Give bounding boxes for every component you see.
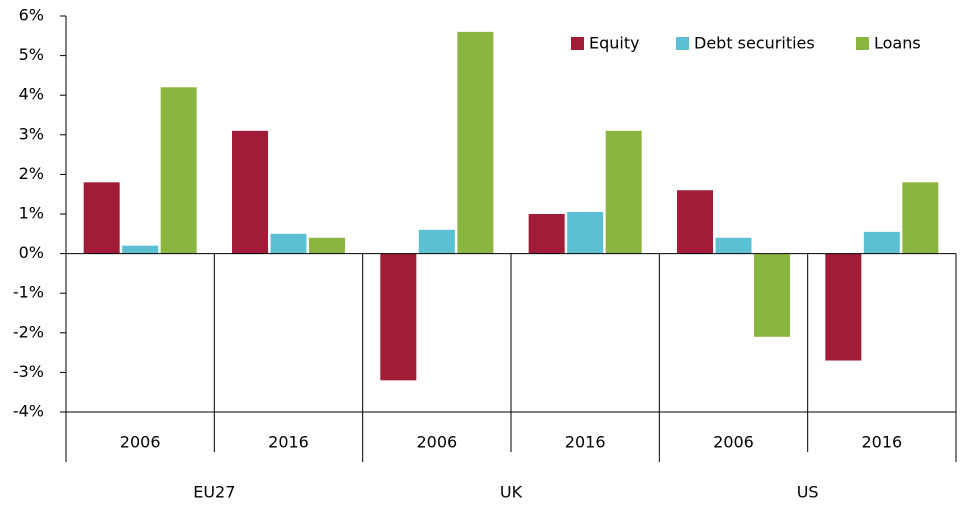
bar	[418, 229, 455, 254]
y-tick-label: 6%	[19, 6, 44, 25]
bar	[754, 253, 790, 337]
bar	[457, 31, 494, 254]
legend-label: Loans	[874, 34, 921, 53]
y-tick-label: -3%	[13, 362, 44, 381]
bar	[160, 87, 197, 254]
bar	[232, 130, 268, 254]
bar	[380, 253, 417, 381]
bar	[270, 233, 307, 254]
y-tick-label: -2%	[13, 322, 44, 341]
legend-label: Debt securities	[694, 34, 815, 53]
legend-swatch	[856, 37, 869, 50]
bar	[567, 212, 604, 254]
y-tick-label: -1%	[13, 283, 44, 302]
y-tick-label: 4%	[19, 85, 44, 104]
y-tick-label: 1%	[19, 204, 44, 223]
group-label: US	[797, 483, 819, 502]
legend-swatch	[571, 37, 584, 50]
x-tick-label: 2016	[565, 433, 606, 452]
bar	[863, 231, 900, 254]
y-tick-label: -4%	[13, 402, 44, 421]
y-tick-label: 0%	[19, 243, 44, 262]
y-tick-label: 5%	[19, 45, 44, 64]
bar	[902, 182, 939, 254]
y-tick-label: 3%	[19, 124, 44, 143]
bar	[309, 237, 345, 254]
x-tick-label: 2006	[416, 433, 457, 452]
y-tick-label: 2%	[19, 164, 44, 183]
x-tick-label: 2016	[268, 433, 309, 452]
bar	[528, 214, 565, 254]
legend-swatch	[676, 37, 689, 50]
bar	[825, 253, 862, 361]
x-tick-label: 2006	[120, 433, 161, 452]
legend-label: Equity	[589, 34, 640, 53]
x-tick-label: 2006	[713, 433, 754, 452]
x-tick-label: 2016	[861, 433, 902, 452]
bar	[605, 130, 642, 254]
group-label: EU27	[193, 483, 235, 502]
bar	[715, 237, 752, 254]
bar	[83, 182, 120, 254]
bar	[122, 245, 159, 254]
group-label: UK	[500, 483, 523, 502]
bar	[677, 190, 713, 254]
